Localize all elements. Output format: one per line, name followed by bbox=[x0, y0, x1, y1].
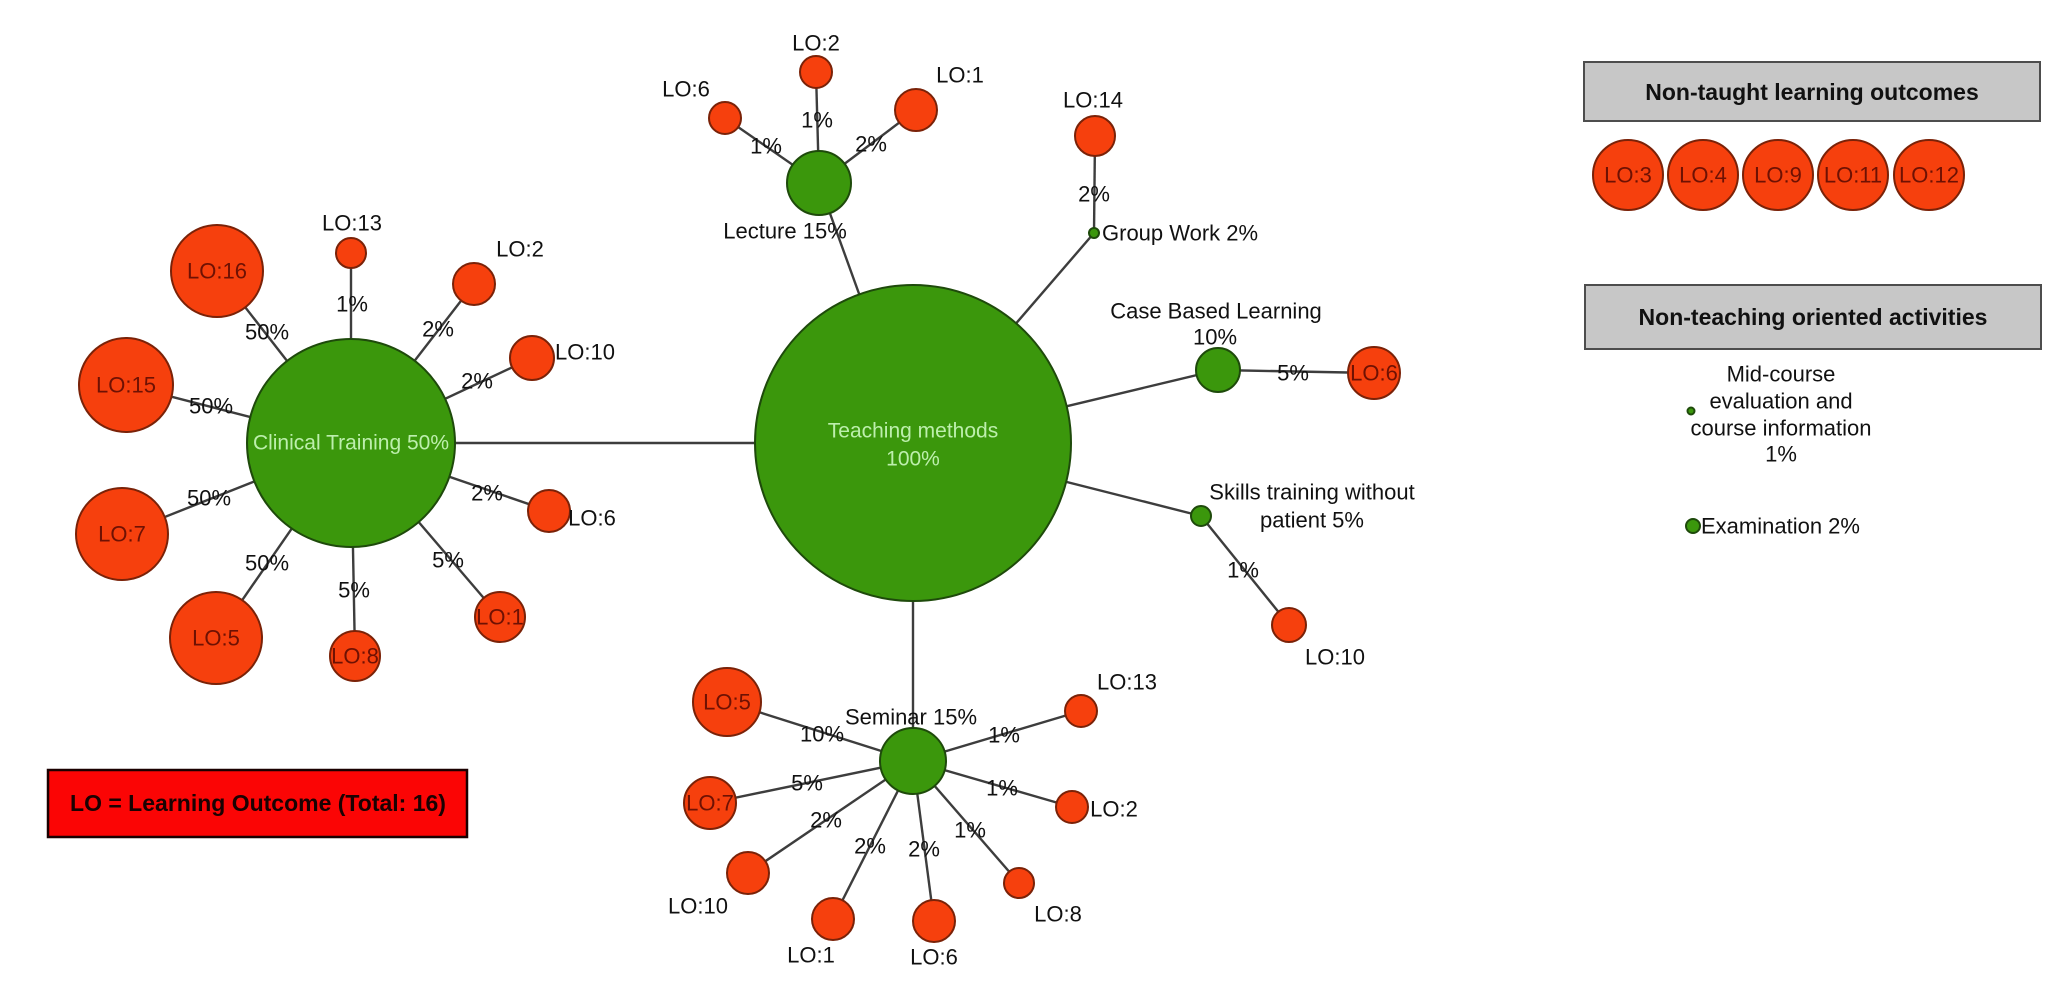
svg-text:Skills training without: Skills training without bbox=[1209, 480, 1414, 505]
svg-text:LO = Learning Outcome (Total:: LO = Learning Outcome (Total: 16) bbox=[70, 790, 446, 816]
svg-text:LO:13: LO:13 bbox=[322, 211, 382, 236]
svg-text:Examination 2%: Examination 2% bbox=[1701, 514, 1860, 539]
svg-text:LO:9: LO:9 bbox=[1754, 163, 1802, 188]
svg-text:LO:5: LO:5 bbox=[703, 690, 751, 715]
svg-text:LO:7: LO:7 bbox=[686, 791, 734, 816]
svg-text:50%: 50% bbox=[245, 320, 289, 345]
svg-text:5%: 5% bbox=[432, 548, 464, 573]
svg-text:2%: 2% bbox=[908, 837, 940, 862]
svg-text:50%: 50% bbox=[245, 551, 289, 576]
svg-text:10%: 10% bbox=[800, 722, 844, 747]
svg-text:2%: 2% bbox=[422, 317, 454, 342]
svg-text:LO:4: LO:4 bbox=[1679, 163, 1727, 188]
svg-text:LO:1: LO:1 bbox=[936, 63, 984, 88]
svg-text:LO:6: LO:6 bbox=[1350, 361, 1398, 386]
svg-text:LO:15: LO:15 bbox=[96, 373, 156, 398]
svg-text:LO:7: LO:7 bbox=[98, 522, 146, 547]
svg-text:LO:2: LO:2 bbox=[496, 237, 544, 262]
svg-text:Non-teaching oriented activiti: Non-teaching oriented activities bbox=[1639, 304, 1988, 330]
svg-text:1%: 1% bbox=[1765, 442, 1797, 467]
svg-text:Seminar 15%: Seminar 15% bbox=[845, 705, 977, 730]
svg-text:LO:8: LO:8 bbox=[1034, 902, 1082, 927]
svg-text:patient 5%: patient 5% bbox=[1260, 508, 1364, 533]
svg-text:LO:11: LO:11 bbox=[1824, 163, 1882, 188]
svg-text:2%: 2% bbox=[810, 808, 842, 833]
svg-text:Mid-course: Mid-course bbox=[1727, 362, 1836, 387]
svg-text:LO:2: LO:2 bbox=[1090, 797, 1138, 822]
svg-text:LO:12: LO:12 bbox=[1899, 163, 1959, 188]
svg-text:Non-taught learning outcomes: Non-taught learning outcomes bbox=[1645, 79, 1979, 105]
svg-text:LO:10: LO:10 bbox=[668, 894, 728, 919]
svg-text:LO:5: LO:5 bbox=[192, 626, 240, 651]
svg-text:1%: 1% bbox=[750, 134, 782, 159]
svg-text:LO:1: LO:1 bbox=[476, 605, 524, 630]
svg-text:50%: 50% bbox=[187, 486, 231, 511]
svg-text:2%: 2% bbox=[1078, 182, 1110, 207]
svg-text:Case Based Learning: Case Based Learning bbox=[1110, 299, 1322, 324]
svg-text:1%: 1% bbox=[954, 818, 986, 843]
svg-text:2%: 2% bbox=[854, 834, 886, 859]
svg-text:5%: 5% bbox=[1277, 361, 1309, 386]
svg-text:LO:6: LO:6 bbox=[568, 506, 616, 531]
svg-text:LO:6: LO:6 bbox=[662, 77, 710, 102]
svg-text:5%: 5% bbox=[338, 578, 370, 603]
svg-text:LO:8: LO:8 bbox=[331, 644, 379, 669]
svg-text:1%: 1% bbox=[1227, 558, 1259, 583]
svg-text:1%: 1% bbox=[986, 776, 1018, 801]
svg-text:10%: 10% bbox=[1193, 325, 1237, 350]
svg-text:LO:1: LO:1 bbox=[787, 943, 835, 968]
svg-text:LO:10: LO:10 bbox=[1305, 645, 1365, 670]
svg-text:1%: 1% bbox=[988, 723, 1020, 748]
svg-text:2%: 2% bbox=[855, 132, 887, 157]
svg-text:LO:13: LO:13 bbox=[1097, 670, 1157, 695]
svg-text:100%: 100% bbox=[886, 448, 940, 471]
svg-text:Lecture 15%: Lecture 15% bbox=[723, 219, 847, 244]
svg-text:LO:6: LO:6 bbox=[910, 945, 958, 970]
svg-text:50%: 50% bbox=[189, 394, 233, 419]
svg-text:2%: 2% bbox=[471, 481, 503, 506]
svg-text:evaluation and: evaluation and bbox=[1709, 389, 1852, 414]
svg-text:LO:2: LO:2 bbox=[792, 31, 840, 56]
svg-text:Teaching methods: Teaching methods bbox=[828, 420, 998, 443]
svg-text:1%: 1% bbox=[801, 108, 833, 133]
svg-text:LO:16: LO:16 bbox=[187, 259, 247, 284]
svg-text:LO:14: LO:14 bbox=[1063, 88, 1123, 113]
svg-text:2%: 2% bbox=[461, 369, 493, 394]
svg-text:Clinical Training 50%: Clinical Training 50% bbox=[253, 432, 449, 455]
svg-text:5%: 5% bbox=[791, 771, 823, 796]
svg-text:LO:3: LO:3 bbox=[1604, 163, 1652, 188]
svg-text:Group Work 2%: Group Work 2% bbox=[1102, 221, 1258, 246]
svg-text:1%: 1% bbox=[336, 292, 368, 317]
svg-text:course information: course information bbox=[1691, 416, 1872, 441]
svg-text:LO:10: LO:10 bbox=[555, 340, 615, 365]
